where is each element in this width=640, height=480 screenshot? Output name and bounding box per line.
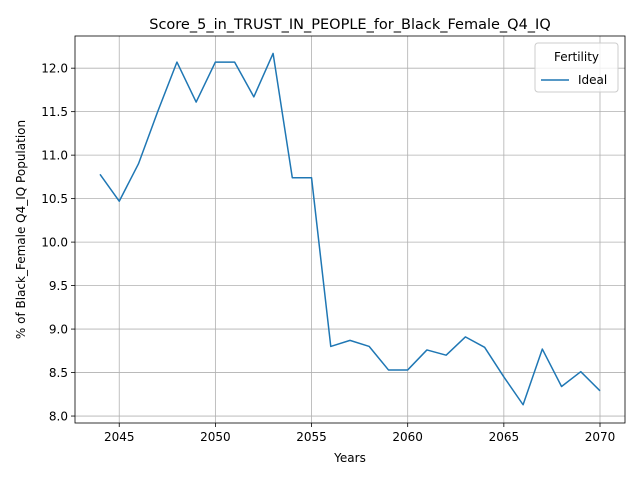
y-tick-label: 10.5 — [41, 192, 68, 206]
x-axis-label: Years — [333, 451, 366, 465]
x-tick-label: 2070 — [585, 430, 616, 444]
legend-title: Fertility — [554, 50, 599, 64]
y-tick-label: 11.5 — [41, 105, 68, 119]
series-layer — [99, 52, 601, 406]
series-line-ideal — [99, 52, 601, 406]
y-tick-label: 10.0 — [41, 236, 68, 250]
x-tick-label: 2050 — [200, 430, 231, 444]
y-tick-label: 8.5 — [49, 366, 68, 380]
x-tick-label: 2060 — [392, 430, 423, 444]
y-tick-label: 9.0 — [49, 323, 68, 337]
y-axis-label: % of Black_Female Q4_IQ Population — [14, 120, 28, 339]
x-tick-label: 2065 — [489, 430, 520, 444]
legend-entry-label: Ideal — [578, 73, 607, 87]
y-tick-label: 9.5 — [49, 279, 68, 293]
x-tick-label: 2045 — [104, 430, 135, 444]
y-tick-label: 8.0 — [49, 410, 68, 424]
y-tick-label: 12.0 — [41, 62, 68, 76]
x-tick-label: 2055 — [296, 430, 327, 444]
chart-title: Score_5_in_TRUST_IN_PEOPLE_for_Black_Fem… — [149, 17, 551, 33]
ticks: 2045 2050 2055 2060 2065 2070 8.0 8.5 9.0 9.5 10.0… — [41, 62, 615, 444]
y-tick-label: 11.0 — [41, 149, 68, 163]
grid — [75, 36, 625, 423]
plot-frame — [74, 35, 626, 424]
legend: Fertility Ideal — [534, 42, 619, 93]
